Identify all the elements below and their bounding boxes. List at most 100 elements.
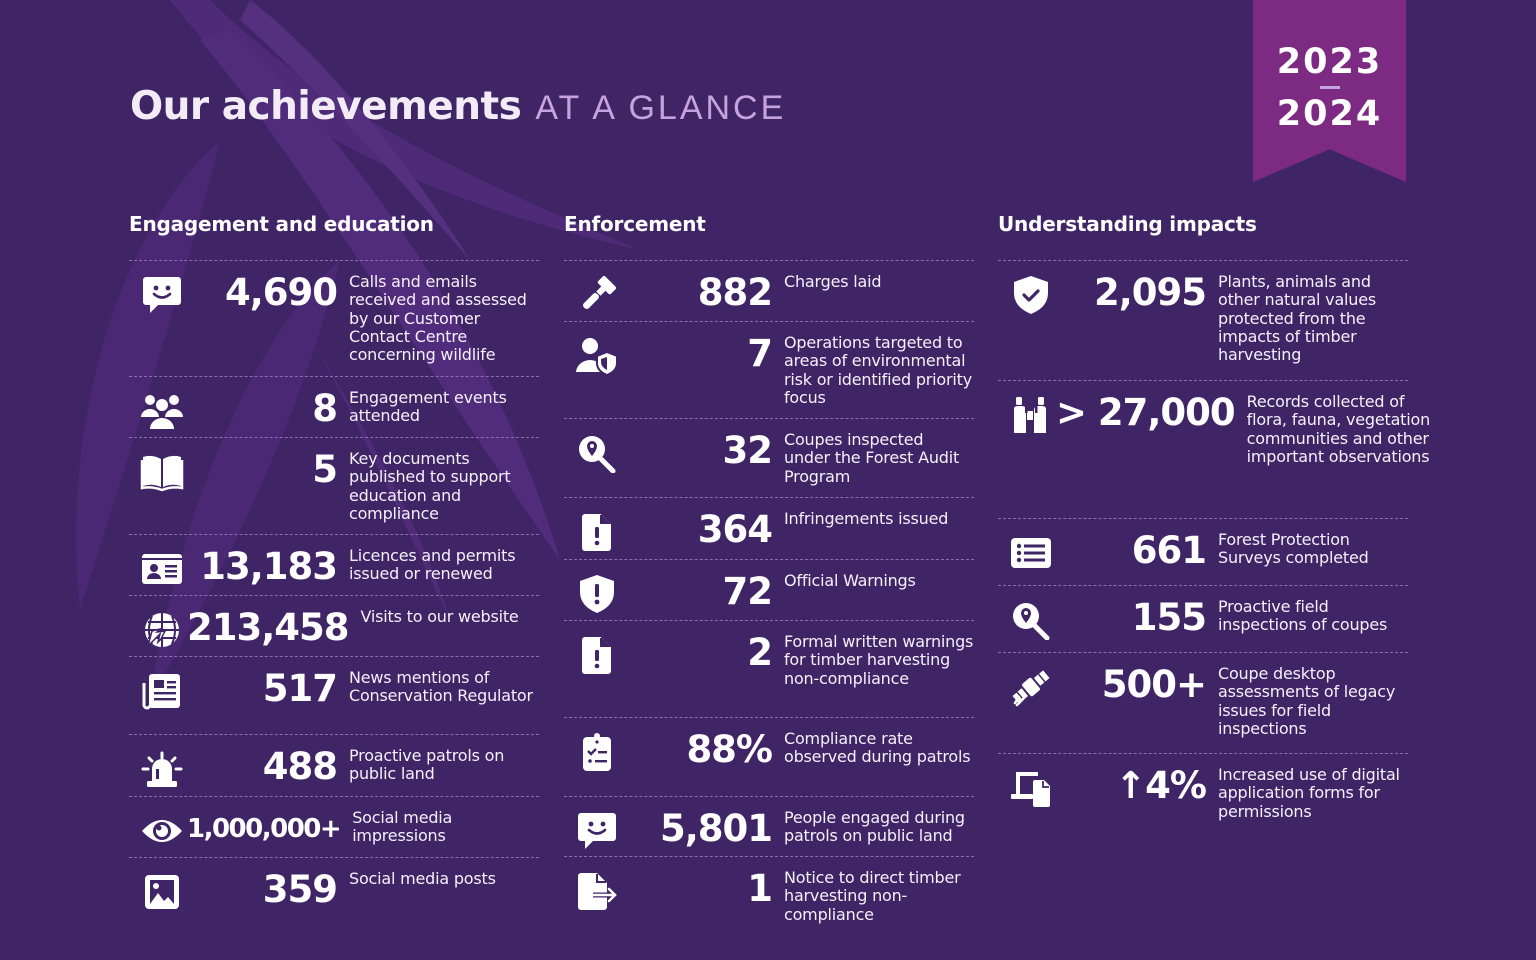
- stat-row: 2,095 Plants, animals and other natural …: [998, 260, 1408, 380]
- stat-label: Coupe desktop assessments of legacy issu…: [1218, 664, 1396, 738]
- stat-label: Licences and permits issued or renewed: [349, 546, 516, 584]
- stat-value: 5: [312, 448, 338, 491]
- chat-smile-icon: [572, 809, 622, 851]
- shield-alert-icon: [572, 572, 622, 614]
- stat-row: 661 Forest Protection Surveys completed: [998, 518, 1408, 585]
- stat-value: 488: [262, 745, 338, 788]
- laptop-document-icon: [1006, 766, 1056, 808]
- stat-row: > 27,000 Records collected of flora, fau…: [998, 380, 1430, 518]
- stat-label: Engagement events attended: [349, 388, 507, 426]
- gavel-icon: [572, 273, 622, 315]
- stat-label: Plants, animals and other natural values…: [1218, 272, 1377, 365]
- image-icon: [137, 870, 187, 912]
- stat-row: 5,801 People engaged during patrols on p…: [564, 796, 974, 856]
- chat-smile-icon: [137, 273, 187, 315]
- list-icon: [1006, 531, 1056, 573]
- stat-row: 5 Key documents published to support edu…: [129, 437, 539, 534]
- stat-row: 517 News mentions of Conservation Regula…: [129, 656, 539, 734]
- stat-value: 517: [262, 667, 338, 710]
- page-title: Our achievements AT A GLANCE: [130, 84, 786, 129]
- stat-label: Key documents published to support educa…: [349, 449, 511, 523]
- stat-label: Notice to direct timber harvesting non-c…: [784, 868, 961, 924]
- stat-label: Records collected of flora, fauna, veget…: [1246, 392, 1431, 466]
- stat-row: 364 Infringements issued: [564, 497, 974, 559]
- stat-label: Social media posts: [349, 869, 496, 888]
- stat-row: 7 Operations targeted to areas of enviro…: [564, 321, 974, 418]
- stat-row: 488 Proactive patrols on public land: [129, 734, 539, 796]
- title-sub: AT A GLANCE: [535, 89, 787, 127]
- stat-row: 500+ Coupe desktop assessments of legacy…: [998, 652, 1408, 753]
- shield-check-icon: [1006, 273, 1056, 315]
- binoculars-icon: [1006, 393, 1056, 435]
- stat-value: 72: [722, 570, 774, 613]
- open-book-icon: [137, 450, 187, 492]
- person-shield-icon: [572, 334, 622, 376]
- stat-value: 661: [1131, 529, 1207, 572]
- stat-label: Calls and emails received and assessed b…: [349, 272, 527, 365]
- stat-label: Official Warnings: [784, 571, 916, 590]
- year-dash: [1319, 86, 1340, 89]
- stat-row: 1 Notice to direct timber harvesting non…: [564, 856, 974, 936]
- stat-label: Social media impressions: [352, 808, 453, 846]
- stat-label: Proactive field inspections of coupes: [1218, 597, 1388, 635]
- stat-value: 2: [747, 631, 773, 674]
- stat-row: 1,000,000+ Social media impressions: [129, 796, 539, 857]
- stat-row: ↑4% Increased use of digital application…: [998, 753, 1408, 833]
- stat-row: 213,458 Visits to our website: [129, 595, 539, 656]
- year-ribbon: 2023 2024: [1253, 0, 1406, 182]
- stat-value: 32: [722, 429, 774, 472]
- stat-label: Proactive patrols on public land: [349, 746, 505, 784]
- stat-value: 155: [1131, 596, 1207, 639]
- column-enforcement: Enforcement 882 Charges laid 7 Operation…: [564, 212, 974, 936]
- stat-value: 364: [697, 508, 773, 551]
- stat-value: 882: [697, 271, 773, 314]
- globe-cursor-icon: [137, 608, 187, 650]
- stat-value: 4,690: [224, 271, 338, 314]
- stat-row: 72 Official Warnings: [564, 559, 974, 620]
- stat-value: ↑4%: [1115, 764, 1207, 807]
- section-heading: Understanding impacts: [998, 212, 1257, 236]
- search-location-icon: [1006, 598, 1056, 640]
- stat-row: 4,690 Calls and emails received and asse…: [129, 260, 539, 376]
- stat-row: 155 Proactive field inspections of coupe…: [998, 585, 1408, 652]
- stat-label: Compliance rate observed during patrols: [784, 729, 971, 767]
- column-understanding-impacts: Understanding impacts 2,095 Plants, anim…: [998, 212, 1430, 833]
- stat-row: 8 Engagement events attended: [129, 376, 539, 437]
- column-engagement-education: Engagement and education 4,690 Calls and…: [129, 212, 539, 918]
- stat-label: News mentions of Conservation Regulator: [349, 668, 533, 706]
- stat-label: Coupes inspected under the Forest Audit …: [784, 430, 960, 486]
- stat-label: Formal written warnings for timber harve…: [784, 632, 974, 688]
- file-alert-icon: [572, 510, 622, 552]
- newspaper-icon: [137, 669, 187, 711]
- stat-value: 13,183: [200, 545, 338, 588]
- siren-light-icon: [137, 747, 187, 789]
- search-location-icon: [572, 431, 622, 473]
- stat-value: 5,801: [659, 807, 773, 850]
- clipboard-check-icon: [572, 730, 622, 772]
- stat-value: 7: [747, 332, 773, 375]
- stat-value: 1: [747, 867, 773, 910]
- stat-label: Increased use of digital application for…: [1218, 765, 1400, 821]
- stat-value: 2,095: [1093, 271, 1207, 314]
- year-start: 2023: [1276, 42, 1383, 82]
- stat-label: People engaged during patrols on public …: [784, 808, 965, 846]
- id-card-icon: [137, 547, 187, 589]
- stat-row: 2 Formal written warnings for timber har…: [564, 620, 974, 717]
- year-end: 2024: [1276, 94, 1383, 134]
- stat-value: > 27,000: [1056, 391, 1236, 434]
- stat-value: 8: [312, 387, 338, 430]
- section-heading: Engagement and education: [129, 212, 434, 236]
- section-heading: Enforcement: [564, 212, 706, 236]
- people-group-icon: [137, 389, 187, 431]
- stat-label: Visits to our website: [360, 607, 519, 626]
- stat-label: Infringements issued: [784, 509, 949, 528]
- stat-row: 32 Coupes inspected under the Forest Aud…: [564, 418, 974, 497]
- file-export-icon: [572, 869, 622, 911]
- file-alert-icon: [572, 633, 622, 675]
- stat-value: 1,000,000+: [187, 814, 342, 844]
- stat-row: 88% Compliance rate observed during patr…: [564, 717, 974, 796]
- stat-label: Operations targeted to areas of environm…: [784, 333, 972, 407]
- stat-label: Charges laid: [784, 272, 882, 291]
- stat-label: Forest Protection Surveys completed: [1218, 530, 1369, 568]
- title-main: Our achievements: [130, 84, 522, 129]
